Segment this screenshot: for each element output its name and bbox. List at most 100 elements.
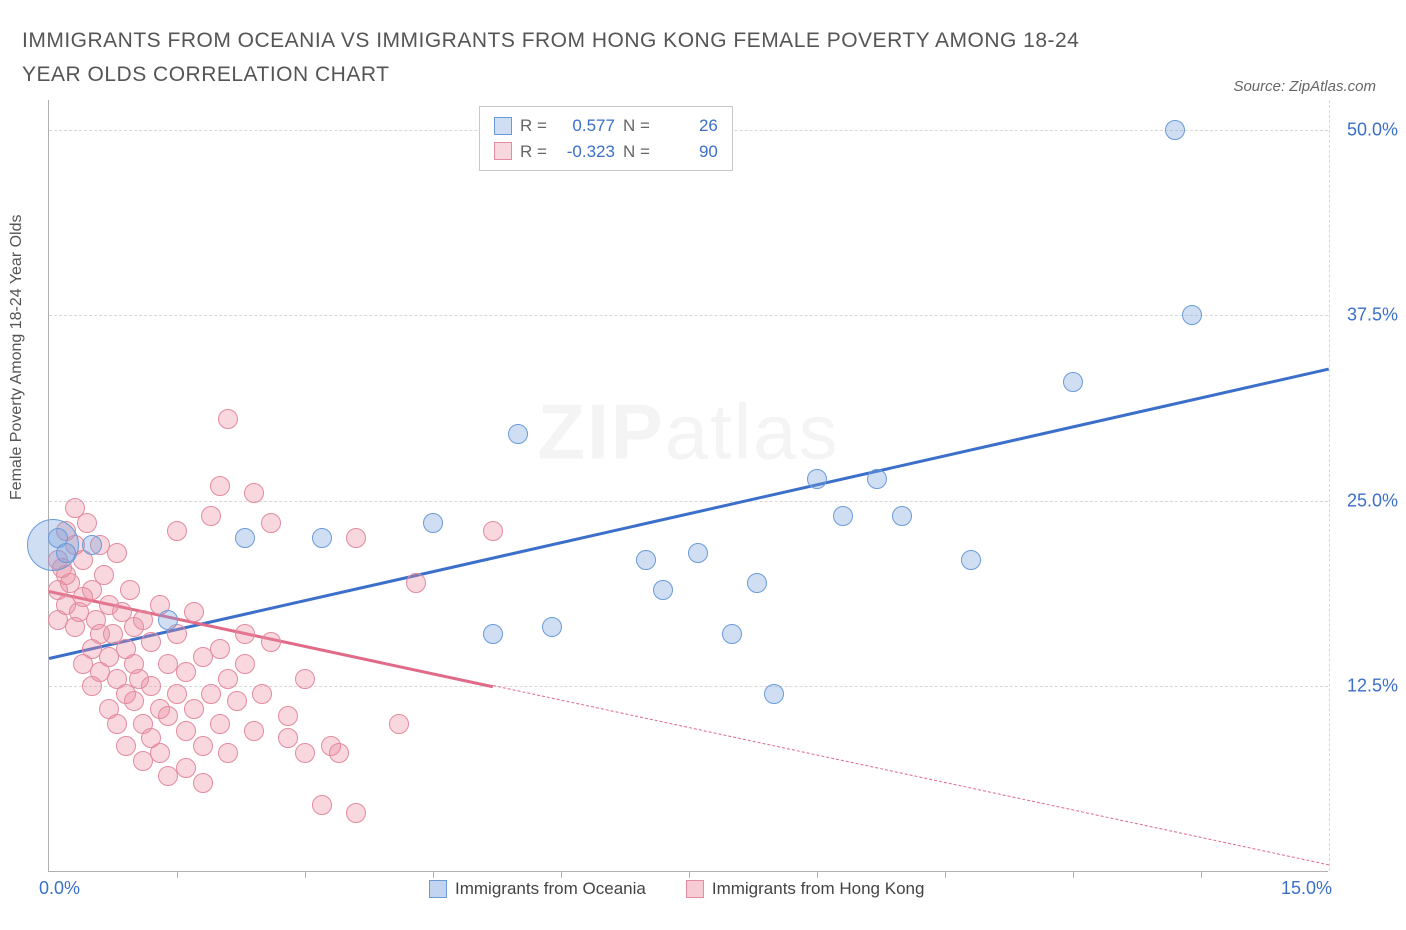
legend-stats-row-oceania: R = 0.577 N = 26 <box>494 113 718 139</box>
source-attribution: Source: ZipAtlas.com <box>1233 78 1376 95</box>
data-point <box>244 483 264 503</box>
data-point <box>961 550 981 570</box>
data-point <box>688 543 708 563</box>
swatch-oceania <box>494 117 512 135</box>
data-point <box>747 573 767 593</box>
data-point <box>235 624 255 644</box>
data-point <box>807 469 827 489</box>
x-tick <box>433 871 434 878</box>
data-point <box>1063 372 1083 392</box>
data-point <box>176 662 196 682</box>
x-tick <box>1073 871 1074 878</box>
x-tick <box>689 871 690 878</box>
data-point <box>867 469 887 489</box>
data-point <box>201 684 221 704</box>
data-point <box>722 624 742 644</box>
data-point <box>295 669 315 689</box>
n-value-hongkong: 90 <box>658 139 718 165</box>
data-point <box>406 573 426 593</box>
gridline-horizontal <box>49 686 1328 687</box>
x-tick <box>945 871 946 878</box>
data-point <box>312 795 332 815</box>
data-point <box>508 424 528 444</box>
r-label: R = <box>520 113 547 139</box>
legend-item-hongkong: Immigrants from Hong Kong <box>686 879 925 899</box>
data-point <box>167 684 187 704</box>
data-point <box>312 528 332 548</box>
x-axis-min-label: 0.0% <box>39 878 80 899</box>
data-point <box>107 543 127 563</box>
data-point <box>210 714 230 734</box>
data-point <box>176 721 196 741</box>
data-point <box>278 728 298 748</box>
gridline-horizontal <box>49 315 1328 316</box>
data-point <box>193 773 213 793</box>
y-axis-label: Female Poverty Among 18-24 Year Olds <box>8 215 26 501</box>
data-point <box>184 602 204 622</box>
data-point <box>235 654 255 674</box>
data-point <box>636 550 656 570</box>
data-point <box>346 803 366 823</box>
data-point <box>218 743 238 763</box>
legend-item-oceania: Immigrants from Oceania <box>429 879 646 899</box>
data-point <box>252 684 272 704</box>
data-point <box>389 714 409 734</box>
data-point <box>133 610 153 630</box>
n-value-oceania: 26 <box>658 113 718 139</box>
legend-label: Immigrants from Hong Kong <box>712 879 925 899</box>
data-point <box>124 691 144 711</box>
data-point <box>423 513 443 533</box>
x-tick <box>177 871 178 878</box>
data-point <box>201 506 221 526</box>
data-point <box>653 580 673 600</box>
data-point <box>184 699 204 719</box>
data-point <box>193 736 213 756</box>
gridline-vertical <box>1329 100 1330 871</box>
legend-stats-box: R = 0.577 N = 26 R = -0.323 N = 90 <box>479 106 733 171</box>
legend-label: Immigrants from Oceania <box>455 879 646 899</box>
legend-stats-row-hongkong: R = -0.323 N = 90 <box>494 139 718 165</box>
scatter-plot-area: ZIPatlas R = 0.577 N = 26 R = -0.323 N =… <box>48 100 1328 872</box>
trend-line <box>49 367 1330 659</box>
data-point <box>116 736 136 756</box>
data-point <box>235 528 255 548</box>
data-point <box>483 521 503 541</box>
y-tick-label: 25.0% <box>1347 490 1398 511</box>
swatch-icon <box>429 880 447 898</box>
data-point <box>833 506 853 526</box>
x-tick <box>305 871 306 878</box>
r-label: R = <box>520 139 547 165</box>
data-point <box>107 714 127 734</box>
data-point <box>176 758 196 778</box>
n-label: N = <box>623 139 650 165</box>
watermark: ZIPatlas <box>537 386 839 477</box>
data-point <box>764 684 784 704</box>
data-point <box>218 669 238 689</box>
data-point <box>167 521 187 541</box>
data-point <box>542 617 562 637</box>
n-label: N = <box>623 113 650 139</box>
data-point <box>1182 305 1202 325</box>
data-point <box>120 580 140 600</box>
swatch-hongkong <box>494 142 512 160</box>
data-point <box>346 528 366 548</box>
data-point <box>261 632 281 652</box>
data-point <box>158 706 178 726</box>
data-point <box>1165 120 1185 140</box>
y-tick-label: 12.5% <box>1347 676 1398 697</box>
r-value-hongkong: -0.323 <box>555 139 615 165</box>
chart-title: IMMIGRANTS FROM OCEANIA VS IMMIGRANTS FR… <box>22 24 1122 91</box>
data-point <box>483 624 503 644</box>
x-tick <box>561 871 562 878</box>
data-point <box>227 691 247 711</box>
legend-bottom: Immigrants from Oceania Immigrants from … <box>429 879 924 899</box>
data-point <box>141 676 161 696</box>
data-point <box>210 476 230 496</box>
x-axis-max-label: 15.0% <box>1281 878 1332 899</box>
data-point <box>244 721 264 741</box>
trend-line-extrapolated <box>493 685 1329 865</box>
data-point <box>218 409 238 429</box>
y-tick-label: 50.0% <box>1347 119 1398 140</box>
data-point <box>278 706 298 726</box>
data-point <box>141 632 161 652</box>
